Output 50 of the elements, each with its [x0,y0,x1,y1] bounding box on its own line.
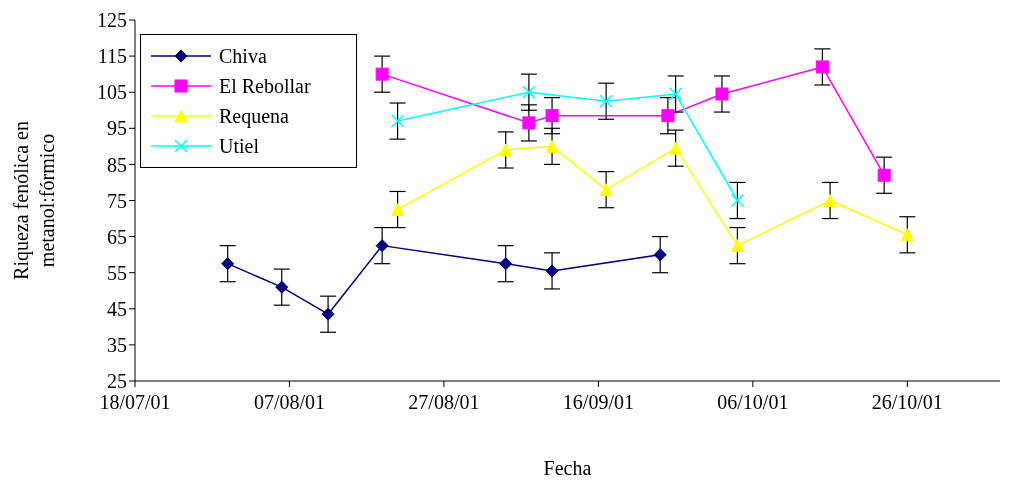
y-tick-label: 65 [107,225,127,248]
point [375,239,389,253]
point [669,141,683,155]
point [599,94,613,108]
point [275,280,289,294]
point [522,85,536,99]
point [545,264,559,278]
y-tick-label: 75 [107,189,127,212]
x-tick-label: 16/09/01 [562,391,634,414]
y-tick-label: 115 [97,45,127,68]
point [499,257,513,271]
y-tick-label: 55 [107,261,127,284]
y-tick-label: 25 [107,370,127,393]
y-tick-label: 85 [107,153,127,176]
y-tick-label: 125 [97,9,127,32]
point [545,109,559,123]
x-tick-label: 27/08/01 [408,391,480,414]
y-tick-label: 95 [107,117,127,140]
point [522,116,536,130]
point [390,114,405,128]
legend-label: Utiel [219,134,259,158]
legend-label: Chiva [219,44,267,68]
point [715,87,729,101]
legend-label: El Rebollar [219,74,311,98]
x-tick-label: 26/10/01 [871,391,943,414]
x-tick-label: 06/10/01 [717,391,789,414]
point [221,257,235,271]
point [730,193,745,208]
point [499,143,513,157]
legend-label: Requena [219,104,289,128]
point [877,168,891,182]
y-tick-label: 105 [97,81,127,104]
point [730,239,744,253]
point [900,228,914,242]
x-axis-title: Fecha [543,457,592,479]
x-tick-label: 07/08/01 [253,391,326,414]
point [391,203,405,217]
point [823,194,837,207]
point [661,109,675,123]
point [668,87,683,101]
point [375,67,389,81]
point [815,60,829,74]
y-tick-label: 35 [107,334,127,356]
point [545,139,559,153]
y-tick-label: 45 [107,297,127,320]
point [653,248,667,262]
point [599,183,613,197]
x-tick-label: 18/07/01 [99,391,171,414]
point [321,307,335,321]
y-axis-title: Riqueza fenólica en metanol:fórmico [10,121,58,280]
